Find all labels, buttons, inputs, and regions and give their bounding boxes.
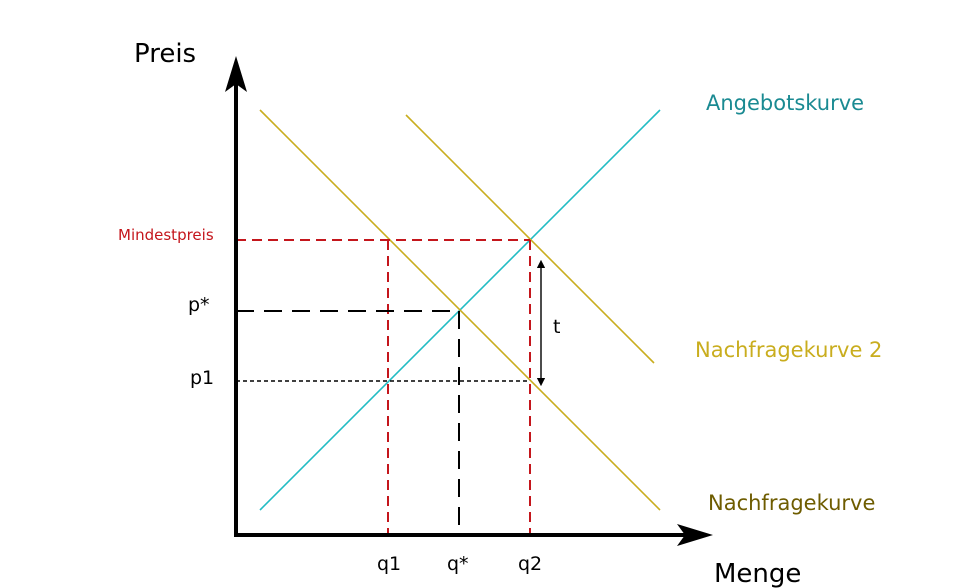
y-axis-arrowhead (225, 56, 247, 92)
tax-label: t (553, 316, 560, 338)
p1-label: p1 (190, 367, 214, 389)
x-axis-arrowhead (677, 524, 713, 546)
x-axis-label: Menge (714, 559, 801, 588)
demand-curve-2-label: Nachfragekurve 2 (695, 338, 882, 362)
q2-label: q2 (518, 553, 542, 575)
demand-curve (259, 109, 661, 511)
q1-label: q1 (377, 553, 401, 575)
q-star-label: q* (447, 553, 469, 575)
minimum-price-label: Mindestpreis (118, 226, 214, 244)
p-star-label: p* (188, 294, 210, 316)
demand-curve-label: Nachfragekurve (708, 491, 875, 515)
supply-curve-label: Angebotskurve (706, 91, 864, 115)
y-axis-label: Preis (134, 39, 196, 69)
